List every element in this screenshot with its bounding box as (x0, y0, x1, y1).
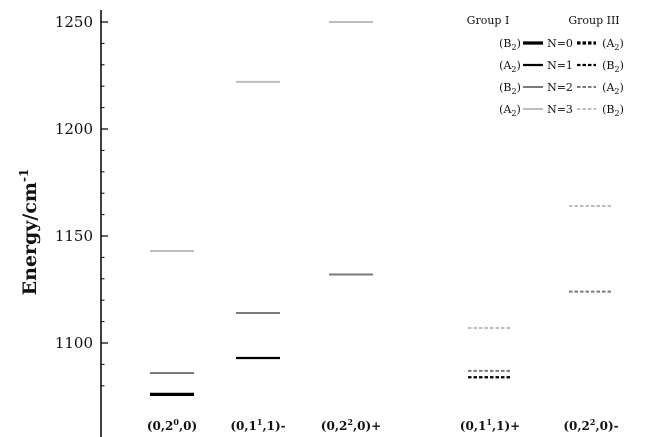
legend: Group I Group III (B2) N=0 (A2) (A2) N=1 (B2) (B… (467, 14, 624, 118)
legend-right-symbol: (A2) (602, 81, 624, 96)
legend-n-label: N=1 (547, 59, 573, 72)
legend-right-symbol: (A2) (602, 37, 624, 52)
legend-left-symbol: (B2) (499, 81, 521, 96)
legend-right-symbol: (B2) (602, 103, 624, 118)
x-tick-label: (0,11,1)- (230, 417, 285, 433)
legend-header-group-i: Group I (467, 14, 510, 27)
x-tick-label: (0,20,0) (147, 417, 197, 433)
energy-levels (150, 21, 613, 396)
y-ticks: 1100 1150 1200 1250 (55, 13, 108, 387)
legend-left-symbol: (A2) (499, 59, 521, 74)
x-tick-label: (0,22,0)+ (321, 417, 381, 433)
y-tick-label: 1250 (55, 13, 93, 31)
x-tick-label: (0,22,0)- (563, 417, 618, 433)
y-tick-label: 1200 (55, 120, 93, 138)
y-tick-label: 1100 (55, 334, 93, 352)
legend-n-label: N=2 (547, 81, 573, 94)
y-tick-label: 1150 (55, 227, 93, 245)
legend-left-symbol: (A2) (499, 103, 521, 118)
legend-left-symbol: (B2) (499, 37, 521, 52)
x-tick-labels: (0,20,0) (0,11,1)- (0,22,0)+ (0,11,1)+ (0,22… (147, 417, 619, 433)
x-tick-label: (0,11,1)+ (460, 417, 520, 433)
y-axis-label-group: Energy/cm-1 (17, 169, 41, 296)
legend-n-label: N=0 (547, 37, 573, 50)
legend-right-symbol: (B2) (602, 59, 624, 74)
legend-header-group-iii: Group III (568, 14, 619, 27)
y-axis-label: Energy/cm-1 (17, 169, 41, 296)
legend-n-label: N=3 (547, 103, 573, 116)
